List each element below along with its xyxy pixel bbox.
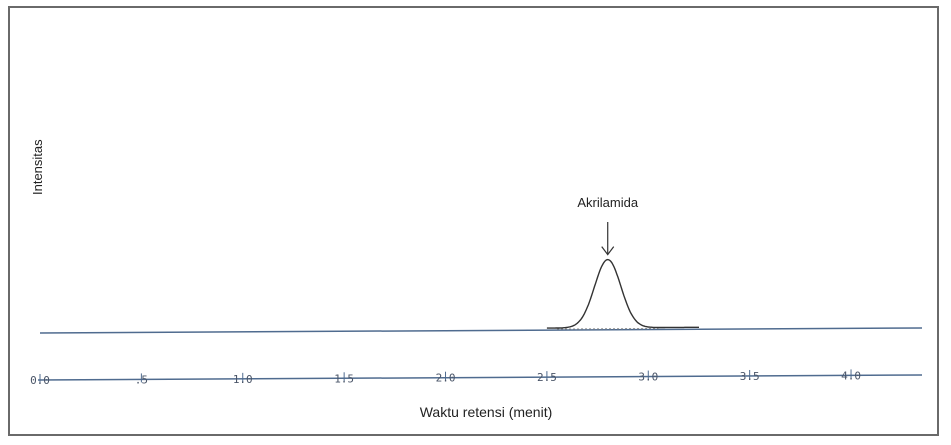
x-tick-label: 0.0 xyxy=(30,374,50,387)
x-axis-label: Waktu retensi (menit) xyxy=(420,404,553,420)
integration-baseline xyxy=(557,327,659,330)
baseline-line xyxy=(39,327,923,334)
chart-frame xyxy=(8,6,939,436)
peak-annotation-label: Akrilamida xyxy=(577,195,638,210)
x-axis-line xyxy=(37,374,923,381)
plot-layer: Akrilamida 0.0 .5 1.0 1.5 2.0 2.5 3.0 3.5 4.0 xyxy=(30,195,923,387)
x-tick-label: 2.0 xyxy=(436,372,456,385)
x-tick-label: .5 xyxy=(135,373,148,386)
y-axis-label: Intensitas xyxy=(30,139,45,195)
x-tick-label: 2.5 xyxy=(537,371,557,384)
peak-curve xyxy=(546,258,699,329)
x-tick-label: 3.5 xyxy=(740,370,760,383)
x-tick-label: 1.0 xyxy=(233,373,253,386)
x-tick-label: 1.5 xyxy=(334,372,354,385)
x-tick-label: 4.0 xyxy=(841,369,861,382)
x-tick-label: 3.0 xyxy=(638,371,658,384)
annotation-arrow-head xyxy=(601,246,615,256)
